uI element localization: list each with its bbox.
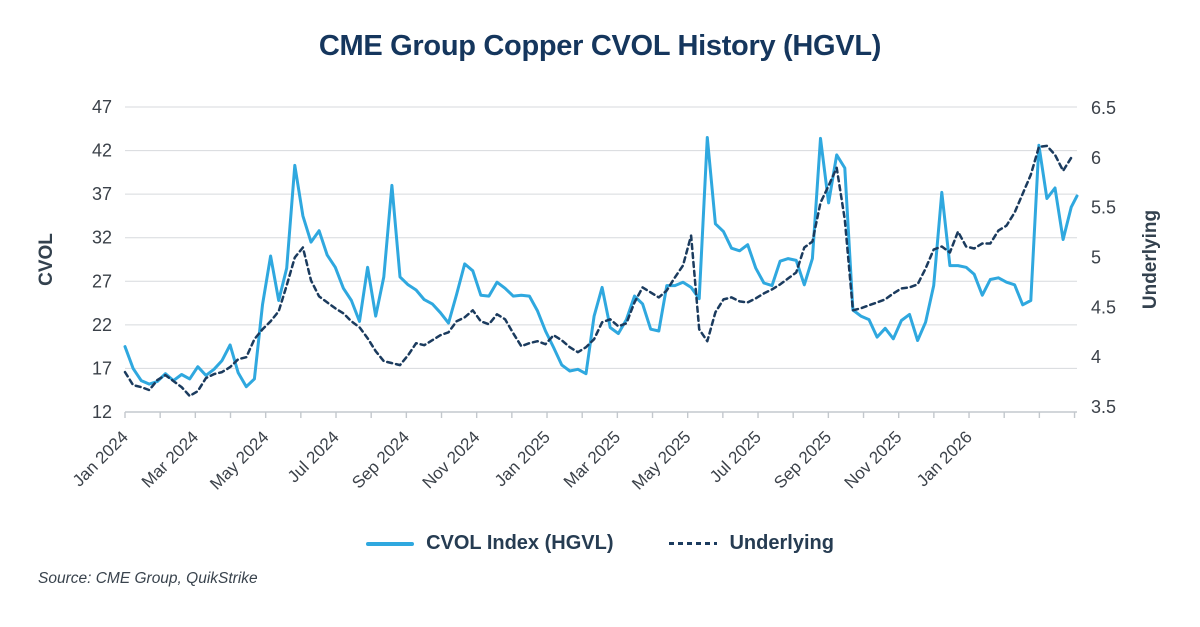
x-axis-label: Nov 2025 xyxy=(841,427,906,492)
left-axis-tick-label: 32 xyxy=(92,228,112,248)
right-axis-tick-label: 3.5 xyxy=(1091,397,1116,417)
x-axis-label: Jul 2025 xyxy=(706,427,765,486)
right-axis-tick-label: 6.5 xyxy=(1091,98,1116,118)
x-axis-label: Sep 2024 xyxy=(348,427,413,492)
chart-area: 47 42 37 32 27 22 17 12 6.5 6 5.5 5 4.5 4 3.5 Jan 2024 M… xyxy=(36,97,1161,494)
right-axis-tick-label: 5.5 xyxy=(1091,198,1116,218)
cvol-index-line xyxy=(123,136,1079,389)
x-axis-label: Sep 2025 xyxy=(770,427,835,492)
chart-title: CME Group Copper CVOL History (HGVL) xyxy=(318,30,882,62)
x-axis-label: Jan 2024 xyxy=(69,427,132,490)
x-axis-label: May 2025 xyxy=(628,427,694,493)
cvol-line-swatch xyxy=(366,541,415,546)
x-axis-label: Nov 2024 xyxy=(419,427,484,492)
left-axis-tick-label: 37 xyxy=(92,184,112,204)
legend-label-cvol: CVOL Index (HGVL) xyxy=(426,532,614,554)
left-axis-tick-label: 27 xyxy=(92,271,112,291)
x-axis-label: Jan 2025 xyxy=(491,427,554,490)
left-axis-tick-label: 47 xyxy=(92,97,112,117)
left-axis-tick-label: 12 xyxy=(92,402,112,422)
right-axis-tick-label: 4 xyxy=(1091,347,1101,367)
source-note: Source: CME Group, QuikStrike xyxy=(38,570,258,587)
right-axis-title: Underlying xyxy=(1140,210,1161,309)
legend-item-underlying: Underlying xyxy=(669,532,834,555)
left-axis-tick-label: 22 xyxy=(92,315,112,335)
underlying-line xyxy=(123,144,1073,398)
legend-label-underlying: Underlying xyxy=(729,532,834,554)
left-axis-tick-label: 17 xyxy=(92,358,112,378)
x-axis-label: Jan 2026 xyxy=(913,427,976,490)
right-axis-tick-label: 4.5 xyxy=(1091,297,1116,317)
right-axis-tick-label: 6 xyxy=(1091,148,1101,168)
left-axis-tick-label: 42 xyxy=(92,141,112,161)
x-axis-label: Jul 2024 xyxy=(284,427,343,486)
x-axis-label: Mar 2025 xyxy=(560,427,624,491)
left-axis-title: CVOL xyxy=(36,233,57,286)
legend-item-cvol: CVOL Index (HGVL) xyxy=(366,532,613,555)
x-axis-label: Mar 2024 xyxy=(138,427,202,491)
underlying-line-swatch xyxy=(669,542,718,545)
x-axis-label: May 2024 xyxy=(206,427,272,493)
right-axis-tick-label: 5 xyxy=(1091,248,1101,268)
chart-legend: CVOL Index (HGVL) Underlying xyxy=(0,532,1200,555)
